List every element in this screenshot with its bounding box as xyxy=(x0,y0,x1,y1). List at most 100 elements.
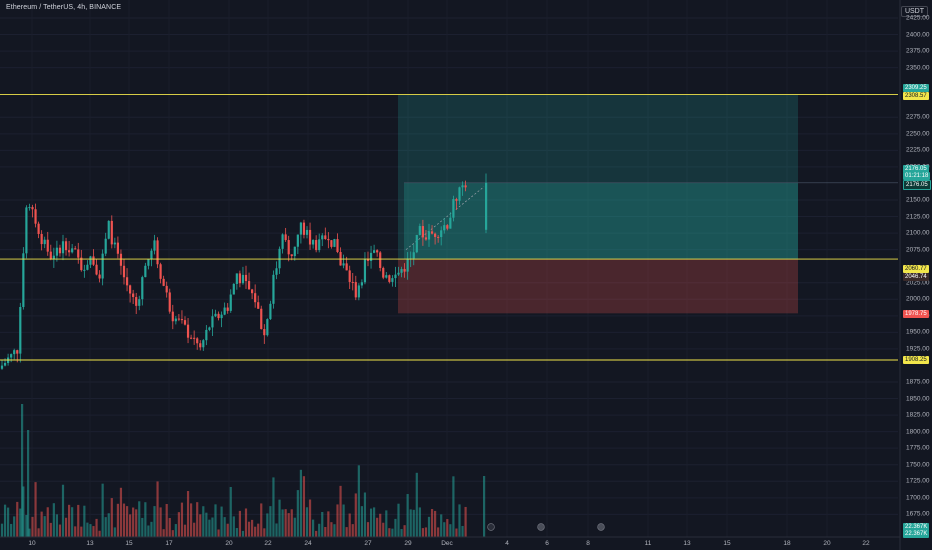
candle-body xyxy=(257,302,260,309)
volume-bar xyxy=(31,516,34,537)
candle-body xyxy=(229,294,232,311)
candle-body xyxy=(366,259,370,261)
x-tick-label: 10 xyxy=(28,540,36,547)
stop-price-label: 1978.75 xyxy=(903,310,929,318)
candle-body xyxy=(427,231,431,240)
volume-bar xyxy=(144,502,147,537)
candle-body xyxy=(77,249,80,258)
volume-bar xyxy=(434,510,437,537)
candle-body xyxy=(443,225,446,231)
volume-bar xyxy=(217,529,220,537)
volume-bar xyxy=(229,486,232,537)
volume-bar xyxy=(437,527,440,537)
candle-body xyxy=(98,274,101,279)
x-tick-label: 11 xyxy=(644,540,652,547)
candle-body xyxy=(174,318,177,322)
candle-body xyxy=(373,250,376,253)
candle-body xyxy=(434,233,437,237)
candle-body xyxy=(293,246,296,257)
candle-body xyxy=(305,229,309,235)
volume-bar xyxy=(373,507,376,537)
volume-bar xyxy=(421,528,424,537)
volume-bar xyxy=(327,511,330,537)
candle-body xyxy=(37,223,40,234)
volume-bar xyxy=(269,506,272,537)
candle-body xyxy=(214,313,217,317)
volume-bar xyxy=(452,476,455,537)
candle-body xyxy=(284,234,287,241)
candle-body xyxy=(71,248,74,253)
volume-bar xyxy=(162,529,165,537)
candle-body xyxy=(260,308,263,330)
volume-bar xyxy=(305,507,309,537)
x-tick-label: 20 xyxy=(225,540,233,547)
candle-body xyxy=(217,313,220,319)
candle-body xyxy=(190,337,193,339)
candle-body xyxy=(345,263,348,271)
volume-bar xyxy=(308,499,312,537)
volume-bar xyxy=(183,524,187,537)
candle-body xyxy=(437,236,440,238)
candle-body xyxy=(52,255,55,259)
candle-body xyxy=(92,256,95,265)
candle-body xyxy=(208,327,211,330)
volume-bar xyxy=(430,509,434,537)
volume-bar xyxy=(113,527,116,537)
volume-bar xyxy=(74,526,77,537)
y-tick-label: 2375.00 xyxy=(906,47,930,55)
y-tick-label: 1775.00 xyxy=(906,444,930,452)
volume-bar xyxy=(400,529,403,537)
volume-bar xyxy=(58,524,62,537)
candle-body xyxy=(220,314,223,319)
candle-body xyxy=(336,239,339,252)
entry-price-sub-label: 2046.74 xyxy=(903,273,929,281)
volume-bar xyxy=(89,524,92,537)
candle-body xyxy=(43,239,46,245)
candle-body xyxy=(315,240,318,251)
volume-bar xyxy=(122,503,126,537)
volume-bar xyxy=(251,519,254,537)
candle-body xyxy=(168,292,171,312)
candle-body xyxy=(55,247,58,256)
candle-body xyxy=(68,250,71,253)
candle-body xyxy=(333,239,336,247)
y-tick-label: 2400.00 xyxy=(906,31,930,39)
candle-body xyxy=(254,293,257,303)
volume-bar xyxy=(461,525,464,537)
candle-body xyxy=(235,273,238,284)
volume-bar xyxy=(424,527,428,537)
candle-body xyxy=(446,225,449,229)
volume-bar xyxy=(77,504,80,537)
candle-body xyxy=(251,289,254,294)
candle-body xyxy=(391,278,394,282)
candle-body xyxy=(415,234,418,253)
volume-bar xyxy=(348,513,351,537)
candle-body xyxy=(290,254,293,257)
candle-body xyxy=(147,259,150,266)
candle-body xyxy=(321,235,324,240)
volume-bar xyxy=(0,523,4,537)
candle-body xyxy=(421,226,424,238)
candle-body xyxy=(110,220,113,245)
volume-bar xyxy=(186,491,190,537)
candle-body xyxy=(150,250,153,260)
candle-body xyxy=(430,231,434,234)
candle-body xyxy=(275,268,278,275)
volume-bar xyxy=(440,514,443,537)
volume-bar xyxy=(98,530,101,537)
candle-body xyxy=(159,264,162,279)
candle-body xyxy=(180,319,184,321)
volume-bar xyxy=(409,509,412,537)
candle-body xyxy=(223,307,226,315)
volume-bar xyxy=(110,498,113,537)
volume-bar xyxy=(296,490,299,537)
volume-bar xyxy=(360,506,363,537)
volume-bar xyxy=(336,504,339,537)
volume-bar xyxy=(141,517,144,537)
candle-body xyxy=(394,274,397,279)
volume-bar xyxy=(257,523,260,537)
candle-body xyxy=(241,274,245,284)
currency-button[interactable]: USDT xyxy=(900,6,928,17)
candle-body xyxy=(83,269,86,271)
